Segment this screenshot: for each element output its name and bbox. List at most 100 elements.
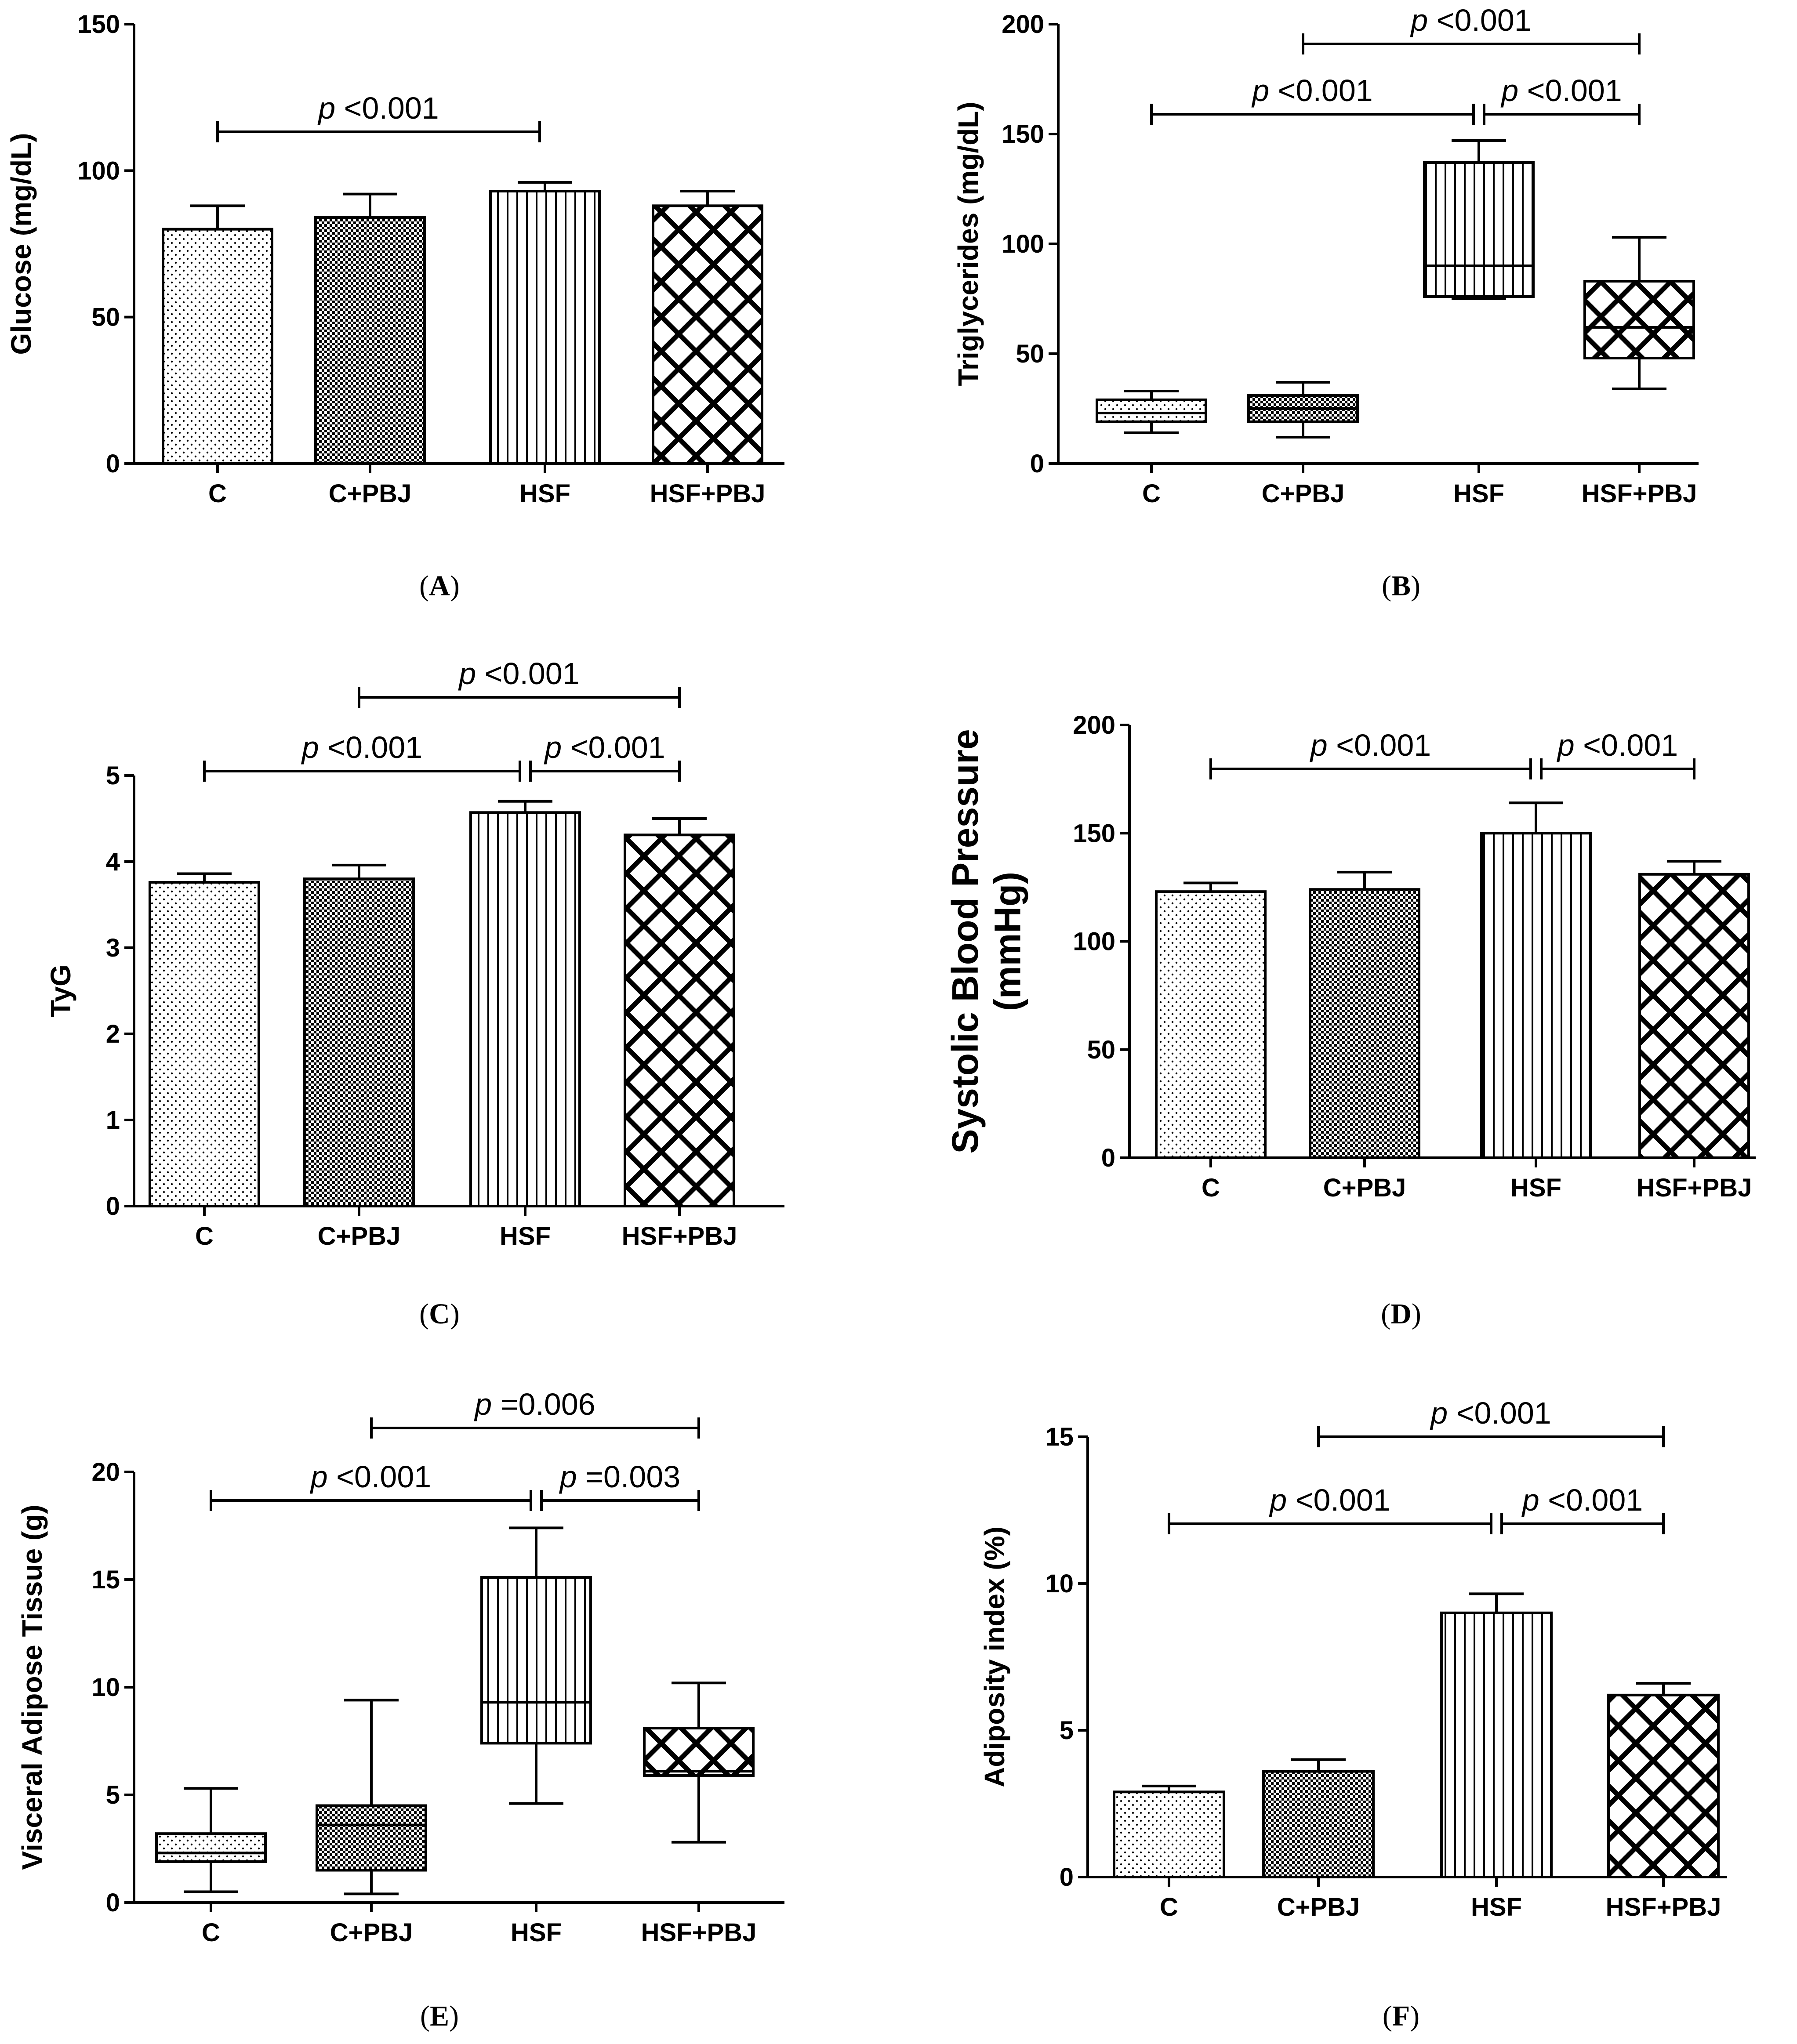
panel-caption: (C) (419, 1298, 460, 1330)
p-symbol: p (1521, 1483, 1548, 1517)
significance-label: p <0.001 (1310, 728, 1431, 762)
y-tick-label: 5 (106, 1781, 120, 1809)
box-HSF (480, 1576, 592, 1745)
y-tick-label: 4 (106, 848, 120, 876)
caption-paren: ) (1412, 1298, 1421, 1330)
panel-caption: (B) (1382, 570, 1420, 602)
y-tick-label: 0 (106, 1888, 120, 1917)
y-axis-label: Triglycerides (mg/dL) (952, 101, 984, 386)
y-axis-label-line: Systolic Blood Pressure (944, 729, 986, 1153)
y-axis-label: Glucose (mg/dL) (5, 133, 37, 355)
panel-caption: (A) (419, 570, 460, 602)
y-tick-label: 15 (91, 1566, 120, 1594)
box-HSF+PBJ (643, 1727, 755, 1777)
p-value: <0.001 (485, 656, 580, 691)
x-tick-label: C (1142, 479, 1161, 508)
p-value: <0.001 (1456, 1396, 1551, 1430)
p-symbol: p (1430, 1396, 1456, 1430)
y-tick-label: 50 (1087, 1036, 1115, 1064)
y-tick-label: 0 (1060, 1863, 1074, 1892)
p-value: <0.001 (1278, 73, 1373, 108)
y-tick-label: 5 (1060, 1716, 1074, 1745)
y-axis-label: TyG (45, 964, 76, 1017)
y-axis-label: Adiposity index (%) (979, 1526, 1010, 1787)
bar-HSF+PBJ (652, 204, 763, 465)
y-tick-label: 150 (1073, 819, 1115, 848)
p-value: <0.001 (336, 1460, 431, 1494)
p-value: =0.006 (501, 1387, 595, 1421)
p-value: <0.001 (1548, 1483, 1643, 1517)
y-tick-label: 3 (106, 934, 120, 962)
significance-label: p <0.001 (317, 91, 439, 125)
bar-HSF (1480, 832, 1592, 1159)
y-tick-label: 150 (77, 10, 120, 39)
significance-label: p <0.001 (1251, 73, 1372, 108)
p-symbol: p (317, 91, 344, 125)
y-tick-label: 200 (1073, 711, 1115, 739)
x-tick-label: HSF (500, 1222, 551, 1250)
bar-C+PBJ (1309, 888, 1420, 1160)
x-tick-label: C (1202, 1174, 1220, 1202)
y-tick-label: 15 (1045, 1423, 1074, 1451)
x-tick-label: C+PBJ (318, 1222, 401, 1250)
significance-label: p <0.001 (301, 730, 422, 765)
x-tick-label: C+PBJ (1262, 479, 1345, 508)
box-C (1096, 399, 1207, 423)
caption-letter: F (1392, 2000, 1410, 2032)
x-tick-label: C+PBJ (330, 1918, 413, 1947)
panel-F: 0 5 10 15 C C+PBJ HSF HSF+PBJ Adiposity index (%… (979, 1396, 1727, 2032)
caption-paren: ( (1381, 1298, 1390, 1330)
significance-label: p <0.001 (1430, 1396, 1551, 1430)
significance-label: p <0.001 (458, 656, 579, 691)
bar-HSF+PBJ (624, 834, 735, 1207)
x-tick-label: HSF (1510, 1174, 1561, 1202)
bar-HSF+PBJ (1638, 873, 1750, 1159)
significance-label: p =0.003 (559, 1460, 680, 1494)
p-symbol: p (1557, 728, 1583, 762)
y-axis-label: Visceral Adipose Tissue (g) (16, 1504, 48, 1870)
y-tick-label: 100 (77, 156, 120, 185)
p-symbol: p (1251, 73, 1278, 108)
y-tick-label: 10 (91, 1673, 120, 1702)
y-tick-label: 50 (91, 303, 120, 332)
panel-caption: (D) (1381, 1298, 1421, 1330)
y-tick-label: 100 (1073, 928, 1115, 956)
y-tick-label: 5 (106, 761, 120, 790)
bar-HSF (489, 190, 601, 465)
caption-paren: ) (449, 2000, 459, 2032)
p-symbol: p (1269, 1483, 1295, 1517)
y-axis-label-line: (mmHg) (987, 872, 1028, 1011)
p-value: =0.003 (585, 1460, 680, 1494)
y-tick-label: 150 (1002, 120, 1044, 149)
p-symbol: p (310, 1460, 336, 1494)
y-tick-label: 100 (1002, 230, 1044, 258)
x-tick-label: HSF+PBJ (650, 479, 766, 508)
p-value: <0.001 (570, 730, 665, 765)
significance-label: p <0.001 (310, 1460, 431, 1494)
caption-letter: E (430, 2000, 449, 2032)
significance-label: p <0.001 (544, 730, 665, 765)
x-tick-label: C+PBJ (329, 479, 412, 508)
bar-C (162, 228, 273, 465)
x-tick-label: C (195, 1222, 214, 1250)
significance-label: p <0.001 (1269, 1483, 1390, 1517)
y-tick-label: 10 (1045, 1569, 1074, 1598)
significance-label: p <0.001 (1521, 1483, 1643, 1517)
p-symbol: p (458, 656, 484, 691)
p-value: <0.001 (344, 91, 439, 125)
bar-HSF (1440, 1611, 1553, 1879)
caption-letter: D (1390, 1298, 1412, 1330)
p-symbol: p (474, 1387, 500, 1421)
x-tick-label: HSF+PBJ (622, 1222, 737, 1250)
significance-label: p <0.001 (1410, 3, 1531, 37)
y-tick-label: 0 (106, 1192, 120, 1221)
x-tick-label: C+PBJ (1277, 1893, 1360, 1921)
x-tick-label: HSF+PBJ (1606, 1893, 1721, 1921)
y-axis-label: Systolic Blood Pressure(mmHg) (944, 729, 1028, 1153)
bar-HSF (469, 811, 581, 1207)
caption-paren: ( (420, 2000, 430, 2032)
caption-paren: ) (450, 570, 460, 602)
p-symbol: p (1410, 3, 1436, 37)
panel-D: 0 50 100 150 200 C C+PBJ HSF HSF+PBJ Systolic Blo… (944, 711, 1756, 1330)
